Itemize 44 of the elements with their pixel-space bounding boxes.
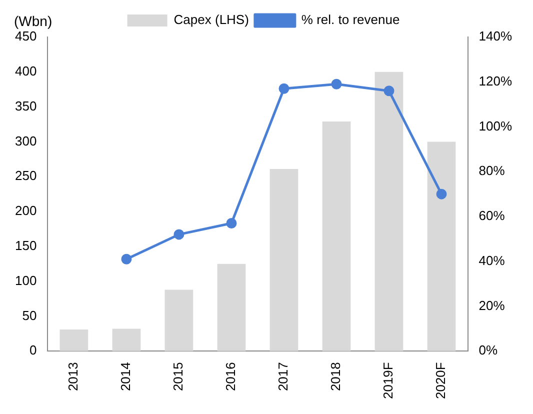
y-tick-label: 250 bbox=[14, 168, 37, 184]
bar bbox=[374, 72, 404, 352]
x-tick-label: 2018 bbox=[328, 362, 344, 392]
point bbox=[331, 78, 342, 90]
legend-label: Capex (LHS) bbox=[174, 12, 249, 28]
bar bbox=[164, 290, 194, 352]
point bbox=[384, 86, 394, 96]
x-tick-label: 2014 bbox=[118, 362, 134, 392]
bar bbox=[322, 121, 351, 352]
x-tick-label: 2019F bbox=[380, 362, 396, 400]
bar bbox=[60, 330, 88, 352]
y-tick-label: 0 bbox=[29, 342, 37, 358]
y-tick-label: 200 bbox=[14, 203, 37, 218]
y2-tick-label: 120% bbox=[478, 73, 512, 88]
y2-tick-label: 80% bbox=[478, 163, 506, 178]
y2-tick-label: 100% bbox=[478, 118, 512, 134]
x-tick-label: 2013 bbox=[66, 362, 81, 392]
y-tick-label: 350 bbox=[14, 98, 37, 114]
y-tick-label: 400 bbox=[14, 63, 37, 78]
y-tick-label: 150 bbox=[14, 238, 37, 254]
bar bbox=[270, 168, 298, 352]
x-tick-label: 2015 bbox=[170, 362, 186, 392]
bar bbox=[217, 264, 246, 352]
y2-tick-label: 140% bbox=[478, 28, 512, 44]
point bbox=[174, 229, 184, 240]
y-tick-label: 300 bbox=[14, 133, 37, 148]
y-tick-label: 50 bbox=[22, 308, 37, 323]
y2-tick-label: 20% bbox=[478, 298, 506, 313]
x-tick-label: 2020F bbox=[433, 362, 448, 400]
y2-tick-label: 60% bbox=[478, 208, 506, 224]
x-tick-label: 2017 bbox=[276, 362, 291, 392]
point bbox=[121, 254, 132, 264]
y2-tick-label: 0% bbox=[478, 342, 498, 358]
y-tick-label: 100 bbox=[14, 272, 37, 288]
y-axis-title: (Wbn) bbox=[14, 12, 52, 29]
legend-label: % rel. to revenue bbox=[301, 12, 400, 28]
y2-tick-label: 40% bbox=[478, 252, 506, 268]
y-tick-label: 450 bbox=[14, 28, 37, 44]
bar bbox=[112, 328, 141, 352]
point bbox=[226, 218, 237, 228]
x-tick-label: 2016 bbox=[223, 362, 238, 392]
bar bbox=[427, 142, 456, 352]
point bbox=[278, 83, 290, 94]
point bbox=[436, 188, 447, 200]
